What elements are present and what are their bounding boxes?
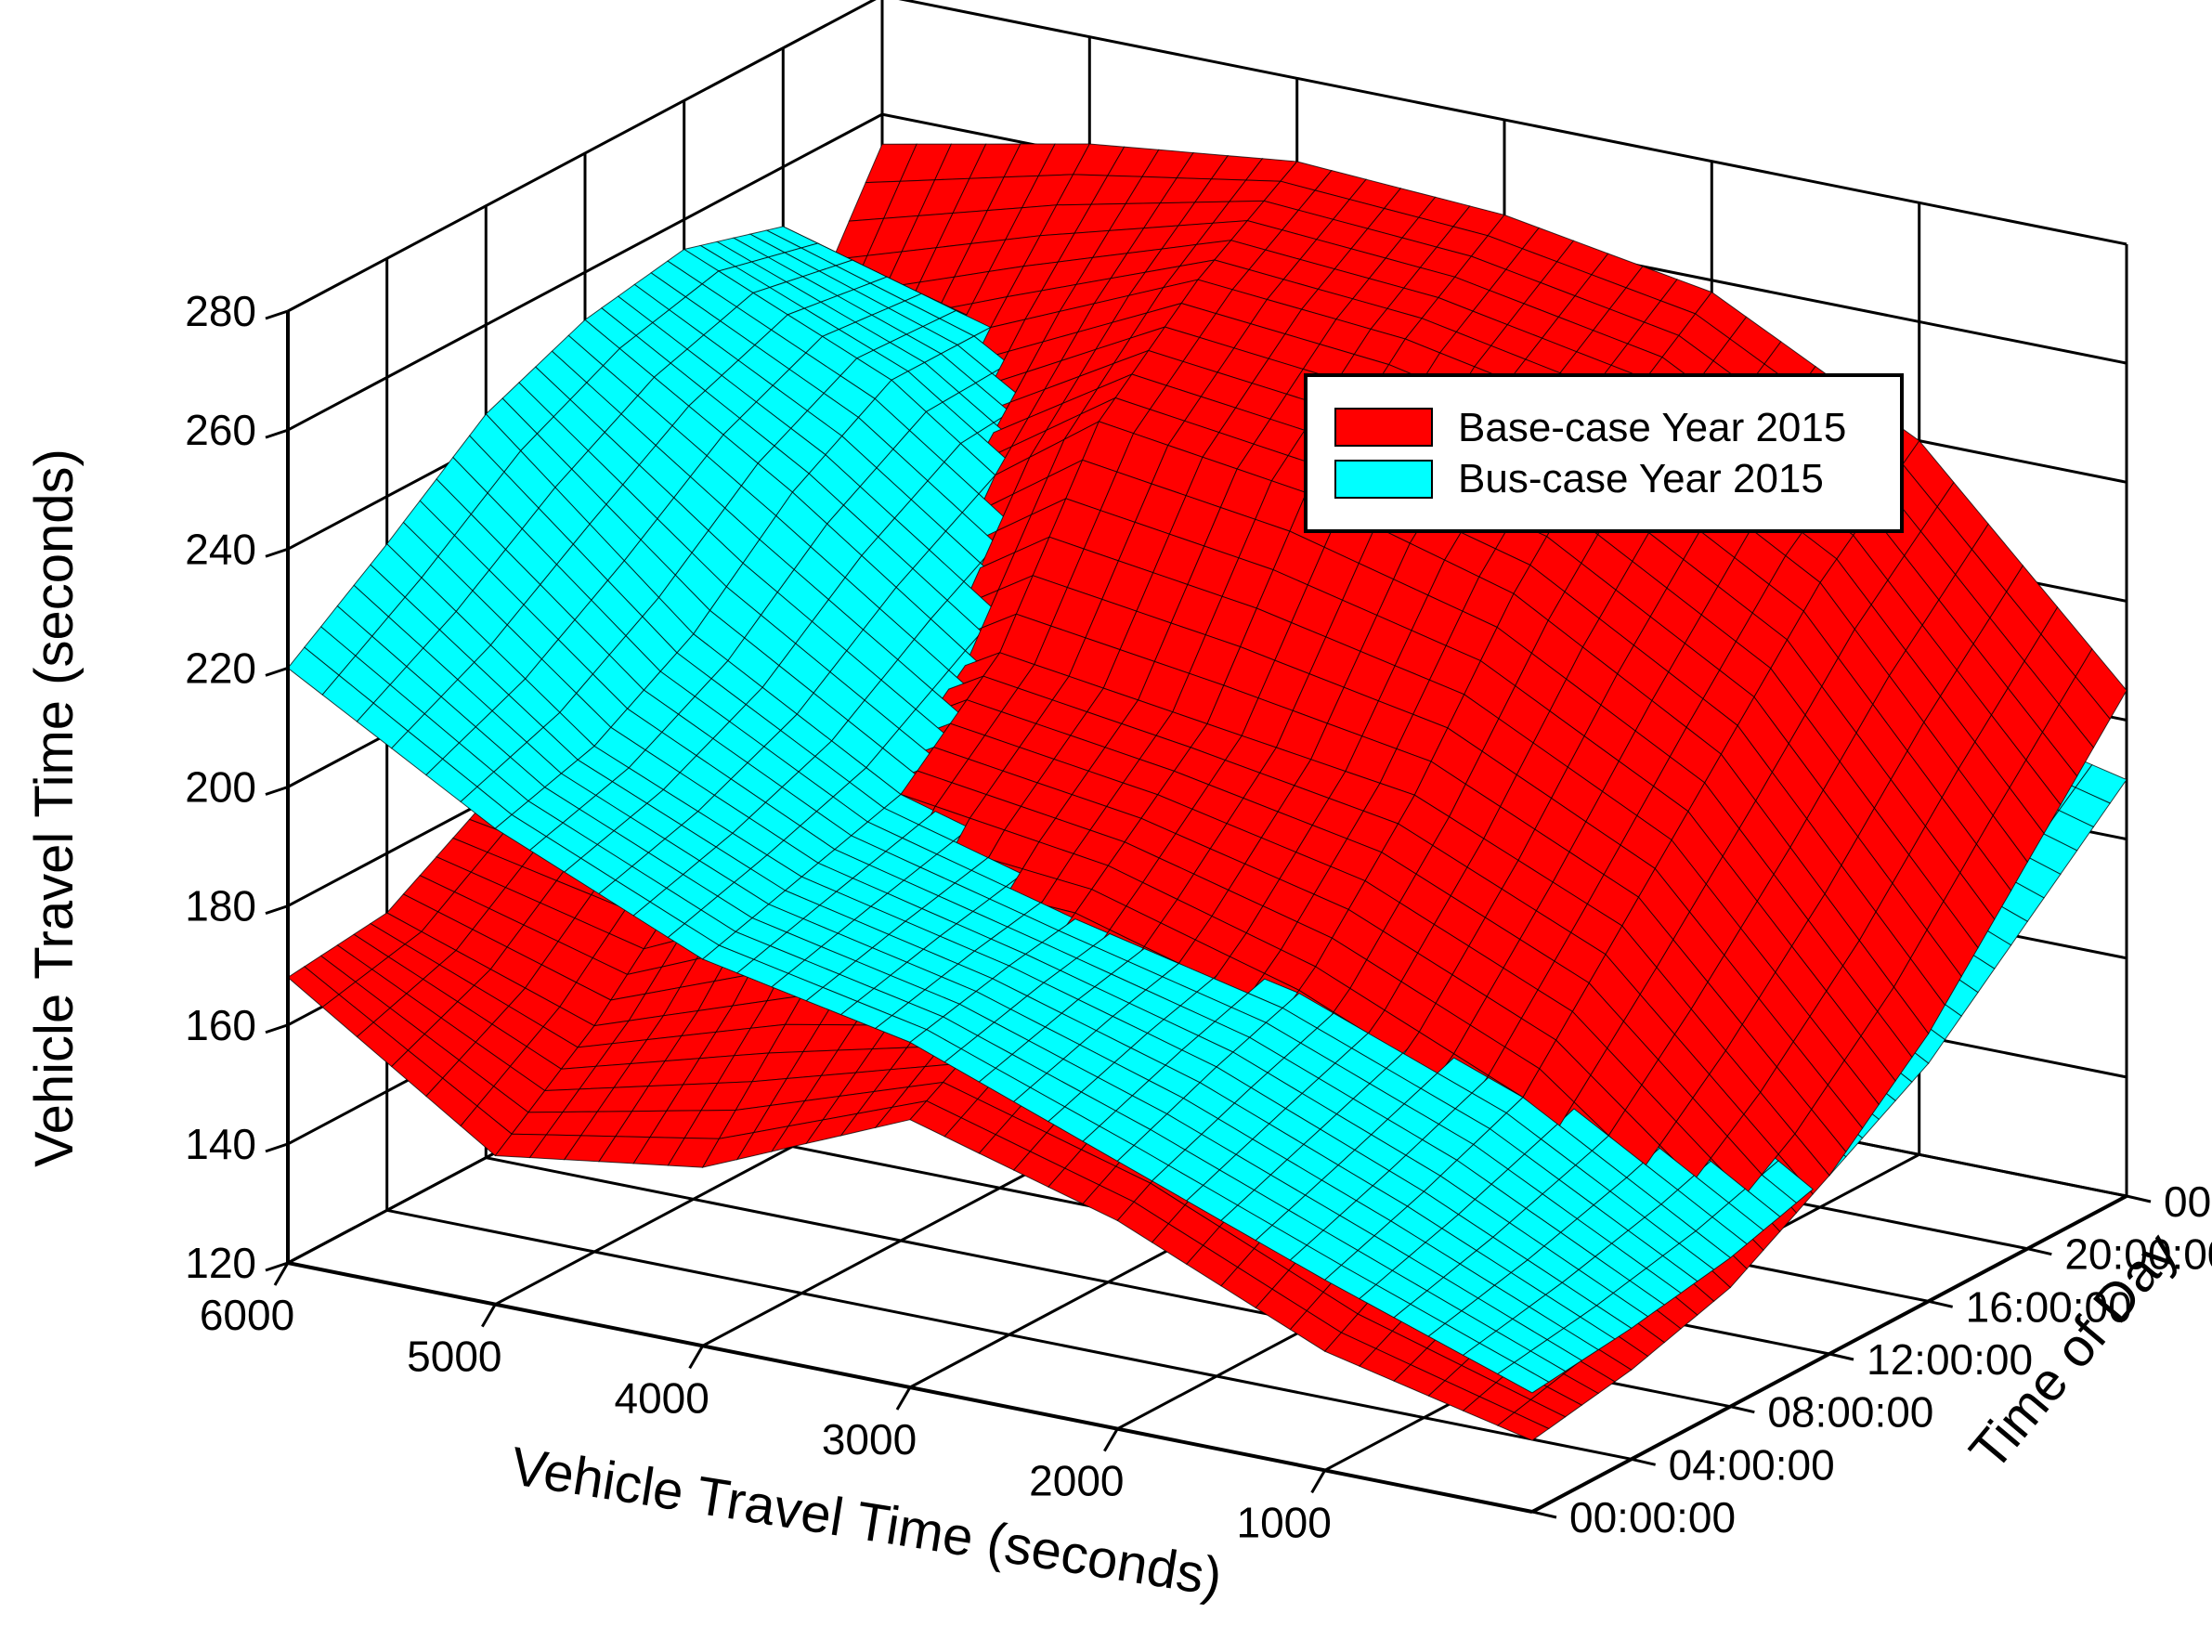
legend-label-base-case: Base-case Year 2015	[1458, 405, 1846, 450]
z-tick-label: 260	[185, 406, 256, 454]
z-tick	[265, 666, 289, 677]
z-tick	[265, 428, 289, 439]
legend-box	[1304, 373, 1904, 533]
x-tick-label: 4000	[614, 1373, 709, 1422]
y-tick	[2026, 1247, 2052, 1256]
legend-swatch-bus-case	[1334, 460, 1433, 499]
y-tick	[1928, 1299, 1954, 1308]
x-tick	[895, 1386, 912, 1411]
y-tick-label: 00:00:00	[1569, 1493, 1736, 1541]
y-tick	[2126, 1194, 2152, 1203]
y-tick	[1729, 1405, 1755, 1414]
y-tick	[1531, 1510, 1557, 1519]
z-tick	[265, 309, 289, 320]
y-tick-label: 00:00:00	[2164, 1177, 2212, 1226]
z-tick	[265, 904, 289, 916]
z-axis-title: Vehicle Travel Time (seconds)	[24, 449, 85, 1167]
legend: Base-case Year 2015 Bus-case Year 2015	[1304, 373, 1904, 533]
legend-label-bus-case: Bus-case Year 2015	[1458, 456, 1824, 501]
z-tick-label: 240	[185, 525, 256, 573]
z-tick	[265, 1142, 289, 1153]
legend-swatch-base-case	[1334, 408, 1433, 447]
z-tick	[265, 547, 289, 558]
x-tick-label: 3000	[822, 1415, 917, 1463]
chart-surfaces	[287, 143, 2127, 1441]
chart-axes	[265, 309, 2152, 1519]
y-tick-label: 20:00:00	[2064, 1230, 2212, 1279]
y-tick-label: 08:00:00	[1767, 1388, 1933, 1437]
floor-gridline	[386, 1208, 1632, 1461]
bus-case-surface-cell	[1496, 1361, 1550, 1394]
z-tick-label: 180	[185, 882, 256, 930]
x-tick	[688, 1345, 704, 1370]
x-tick	[481, 1303, 497, 1328]
z-tick-label: 140	[185, 1120, 256, 1168]
x-tick	[1310, 1469, 1326, 1494]
x-tick-label: 5000	[407, 1333, 501, 1381]
x-tick-label: 1000	[1236, 1498, 1331, 1546]
z-tick-label: 160	[185, 1001, 256, 1049]
x-tick	[1103, 1427, 1119, 1452]
z-tick	[265, 1261, 289, 1272]
z-tick-label: 220	[185, 644, 256, 692]
z-tick-label: 120	[185, 1239, 256, 1287]
chart-tick-labels: 120 140 160 180 200 220 240 260 280 1000 2000 3000 4…	[185, 287, 2212, 1546]
y-tick-label: 12:00:00	[1867, 1335, 2033, 1384]
z-tick-label: 280	[185, 287, 256, 335]
y-tick	[1828, 1352, 1854, 1361]
z-tick	[265, 1023, 289, 1034]
y-tick	[1631, 1457, 1657, 1466]
x-tick-label: 2000	[1029, 1457, 1124, 1505]
x-tick-label: 6000	[200, 1291, 294, 1339]
base-case-surface-cell	[1496, 1411, 1550, 1441]
y-tick-label: 16:00:00	[1966, 1282, 2132, 1331]
z-tick	[265, 786, 289, 796]
x-tick	[273, 1262, 290, 1286]
z-tick-label: 200	[185, 763, 256, 812]
y-tick-label: 04:00:00	[1669, 1440, 1835, 1489]
